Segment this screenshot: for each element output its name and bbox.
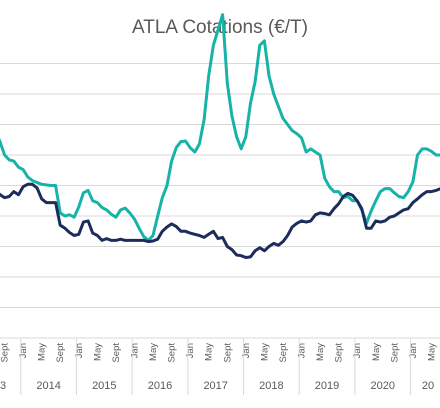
x-year-label: 2017 (203, 380, 227, 392)
x-year-label: 2020 (370, 380, 394, 392)
x-axis: Sept Jan May Sept Jan May Sept Jan May Sept Jan May… (0, 337, 440, 395)
x-tick-label: May (426, 343, 437, 361)
x-tick-label: Jan (18, 343, 29, 358)
x-tick-label: Sept (167, 343, 178, 363)
x-year-label: 3 (0, 380, 6, 392)
x-year-label: 20 (422, 380, 434, 392)
x-tick-label: Jan (297, 343, 308, 358)
x-tick-label: Jan (408, 343, 419, 358)
x-tick-label: May (315, 343, 326, 361)
x-tick-label: Sept (55, 343, 66, 363)
series-lines (0, 13, 440, 259)
x-tick-label: May (37, 343, 48, 361)
x-year-label: 2018 (259, 380, 283, 392)
x-tick-label: May (371, 343, 382, 361)
series-line-1 (0, 13, 440, 242)
gridlines (0, 63, 440, 339)
x-year-label: 2019 (315, 380, 339, 392)
x-year-label: 2015 (92, 380, 116, 392)
x-tick-label: Sept (334, 343, 345, 363)
x-tick-label: Sept (0, 343, 11, 363)
x-tick-label: May (204, 343, 215, 361)
series-line-2 (0, 182, 440, 259)
x-tick-label: Jan (129, 343, 140, 358)
x-tick-label: May (259, 343, 270, 361)
x-tick-label: Jan (352, 343, 363, 358)
x-tick-label: Sept (389, 343, 400, 363)
x-tick-label: Jan (74, 343, 85, 358)
x-year-label: 2014 (36, 380, 60, 392)
x-tick-label: Jan (241, 343, 252, 358)
x-tick-label: Sept (222, 343, 233, 363)
x-tick-label: Jan (185, 343, 196, 358)
x-tick-label: May (148, 343, 159, 361)
x-year-label: 2016 (148, 380, 172, 392)
x-tick-label: Sept (278, 343, 289, 363)
x-tick-label: Sept (111, 343, 122, 363)
x-tick-label: May (92, 343, 103, 361)
